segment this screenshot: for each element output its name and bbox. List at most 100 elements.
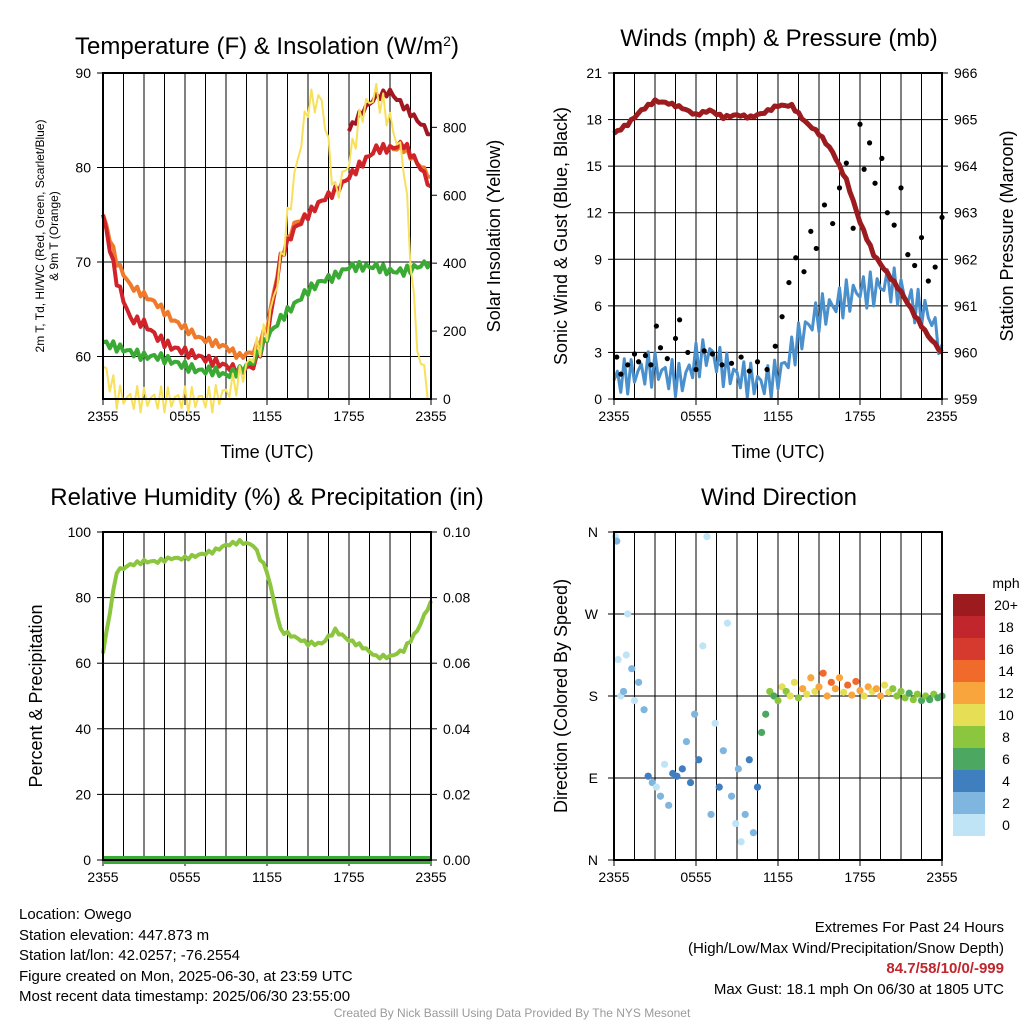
gust-point xyxy=(786,279,792,286)
direction-point xyxy=(630,696,639,705)
gust-point xyxy=(648,362,654,368)
direction-point xyxy=(926,696,934,704)
x-tick-label: 1755 xyxy=(333,869,364,885)
direction-point xyxy=(691,710,699,718)
plot-frame xyxy=(613,72,943,400)
x-tick-label: 1155 xyxy=(252,408,282,424)
x-tick-label: 1755 xyxy=(844,408,875,424)
x-tick-label: 1755 xyxy=(333,408,364,424)
temperature-series-line xyxy=(347,87,432,137)
gust-point xyxy=(779,314,785,320)
gust-point xyxy=(754,359,761,365)
gust-point xyxy=(898,185,904,191)
direction-point xyxy=(686,778,695,787)
y-tick-label: 6 xyxy=(594,298,602,314)
direction-point xyxy=(678,765,686,773)
colorbar-label: 14 xyxy=(998,663,1014,679)
max-gust: Max Gust: 18.1 mph On 06/30 at 1805 UTC xyxy=(713,980,1004,998)
direction-point xyxy=(737,838,745,846)
gust-point xyxy=(614,354,620,360)
direction-point xyxy=(872,685,881,693)
colorbar-swatch xyxy=(953,792,985,814)
direction-point xyxy=(889,685,897,693)
direction-point xyxy=(682,737,691,746)
y-axis-label: 2m T, Td, HI/WC (Red, Green, Scarlet/Blu… xyxy=(33,120,61,353)
gust-point xyxy=(872,180,878,186)
gust-point xyxy=(905,252,911,258)
y2-tick-label: 964 xyxy=(954,158,978,174)
gust-point xyxy=(830,220,836,227)
y2-tick-label: 961 xyxy=(954,298,978,314)
y-tick-label: 40 xyxy=(75,721,91,737)
colorbar-swatch xyxy=(953,594,985,616)
direction-point xyxy=(860,692,868,700)
gust-point xyxy=(793,255,799,261)
direction-point xyxy=(815,683,823,691)
y-tick-label: 21 xyxy=(586,65,602,81)
colorbar-swatch xyxy=(953,616,985,638)
x-tick-label: 2355 xyxy=(926,869,957,885)
plot-frame xyxy=(102,531,432,861)
direction-point xyxy=(699,642,707,650)
gust-point xyxy=(884,210,890,216)
direction-point xyxy=(852,677,860,686)
y2-tick-label: 0 xyxy=(443,391,451,407)
direction-point xyxy=(803,690,811,698)
direction-point xyxy=(745,756,753,764)
y-tick-label: W xyxy=(585,606,599,622)
y-tick-label: 100 xyxy=(68,524,92,540)
direction-point xyxy=(823,692,831,700)
direction-point xyxy=(913,690,922,698)
direction-point xyxy=(881,681,889,689)
gust-point xyxy=(719,362,725,368)
y-tick-label: 0 xyxy=(594,391,602,407)
y-tick-label: 90 xyxy=(75,65,91,81)
direction-point xyxy=(790,678,799,686)
x-tick-label: 0555 xyxy=(169,408,200,424)
gust-point xyxy=(772,343,778,349)
gust-point xyxy=(861,166,867,172)
y-tick-label: 60 xyxy=(75,655,91,671)
direction-point xyxy=(715,783,723,791)
y2-tick-label: 960 xyxy=(954,344,978,360)
y2-tick-label: 400 xyxy=(443,255,467,271)
wind-pressure-title: Winds (mph) & Pressure (mb) xyxy=(620,25,937,52)
gust-point xyxy=(636,359,642,365)
y2-tick-label: 0.04 xyxy=(443,721,470,737)
direction-point xyxy=(799,685,807,693)
gust-point xyxy=(879,155,885,161)
y-axis-label: Direction (Colored By Speed) xyxy=(551,579,571,813)
gust-point xyxy=(653,323,659,329)
direction-point xyxy=(786,692,794,700)
x-tick-label: 2355 xyxy=(926,408,957,424)
direction-point xyxy=(624,610,632,618)
gust-point xyxy=(677,317,683,323)
direction-point xyxy=(807,674,815,682)
x-axis-label: Time (UTC) xyxy=(220,442,313,462)
colorbar-label: 8 xyxy=(1002,729,1010,745)
direction-point xyxy=(703,532,711,541)
gust-point xyxy=(843,160,849,166)
x-tick-label: 2355 xyxy=(598,869,629,885)
y2-tick-label: 963 xyxy=(954,205,978,221)
gust-point xyxy=(685,349,691,356)
extremes-subtitle: (High/Low/Max Wind/Precipitation/Snow De… xyxy=(688,939,1004,957)
gust-point xyxy=(664,356,670,362)
temperature-panel: Temperature (F) & Insolation (W/m2) 2355… xyxy=(33,33,504,462)
x-tick-label: 2355 xyxy=(415,869,446,885)
y2-tick-label: 600 xyxy=(443,187,467,203)
temperature-series-line xyxy=(102,82,432,414)
gust-point xyxy=(642,352,649,359)
x-tick-label: 1755 xyxy=(844,869,875,885)
y2-axis-label: Station Pressure (Maroon) xyxy=(997,130,1017,341)
colorbar-unit: mph xyxy=(992,575,1019,591)
direction-point xyxy=(665,801,673,809)
direction-point xyxy=(909,696,917,704)
temperature-title: Temperature (F) & Insolation (W/m2) xyxy=(75,33,459,60)
direction-point xyxy=(758,728,766,737)
colorbar-swatch xyxy=(953,748,985,770)
direction-point xyxy=(727,792,736,800)
direction-point xyxy=(753,783,762,791)
y2-tick-label: 200 xyxy=(443,323,467,339)
gust-point xyxy=(821,202,828,208)
